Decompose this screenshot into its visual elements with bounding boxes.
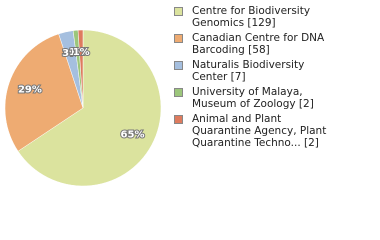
pie-slice [4,33,84,152]
legend-label: Animal and Plant Quarantine Agency, Plan… [192,113,327,149]
legend-label: Canadian Centre for DNA Barcoding [58] [192,32,325,56]
legend-swatch [174,61,183,70]
pie: 65%29%3%1%1% [4,29,162,187]
slice-label: 1% [73,47,90,58]
slice-label: 29% [18,85,42,96]
legend: Centre for Biodiversity Genomics [129] Ca… [174,5,374,152]
pie-slice [17,29,162,187]
legend-swatch [174,7,183,16]
legend-swatch [174,88,183,97]
legend-label: Naturalis Biodiversity Center [7] [192,59,305,83]
legend-item: Centre for Biodiversity Genomics [129] [174,5,337,29]
legend-swatch [174,115,183,124]
legend-swatch [174,34,183,43]
slice-label: 65% [121,130,145,141]
legend-item: University of Malaya, Museum of Zoology … [174,86,337,110]
legend-label: University of Malaya, Museum of Zoology … [192,86,314,110]
slice-label: 3% [62,48,79,59]
legend-label: Centre for Biodiversity Genomics [129] [192,5,311,29]
legend-item: Animal and Plant Quarantine Agency, Plan… [174,113,337,149]
legend-item: Canadian Centre for DNA Barcoding [58] [174,32,337,56]
pie-slice [77,29,84,109]
legend-item: Naturalis Biodiversity Center [7] [174,59,337,83]
